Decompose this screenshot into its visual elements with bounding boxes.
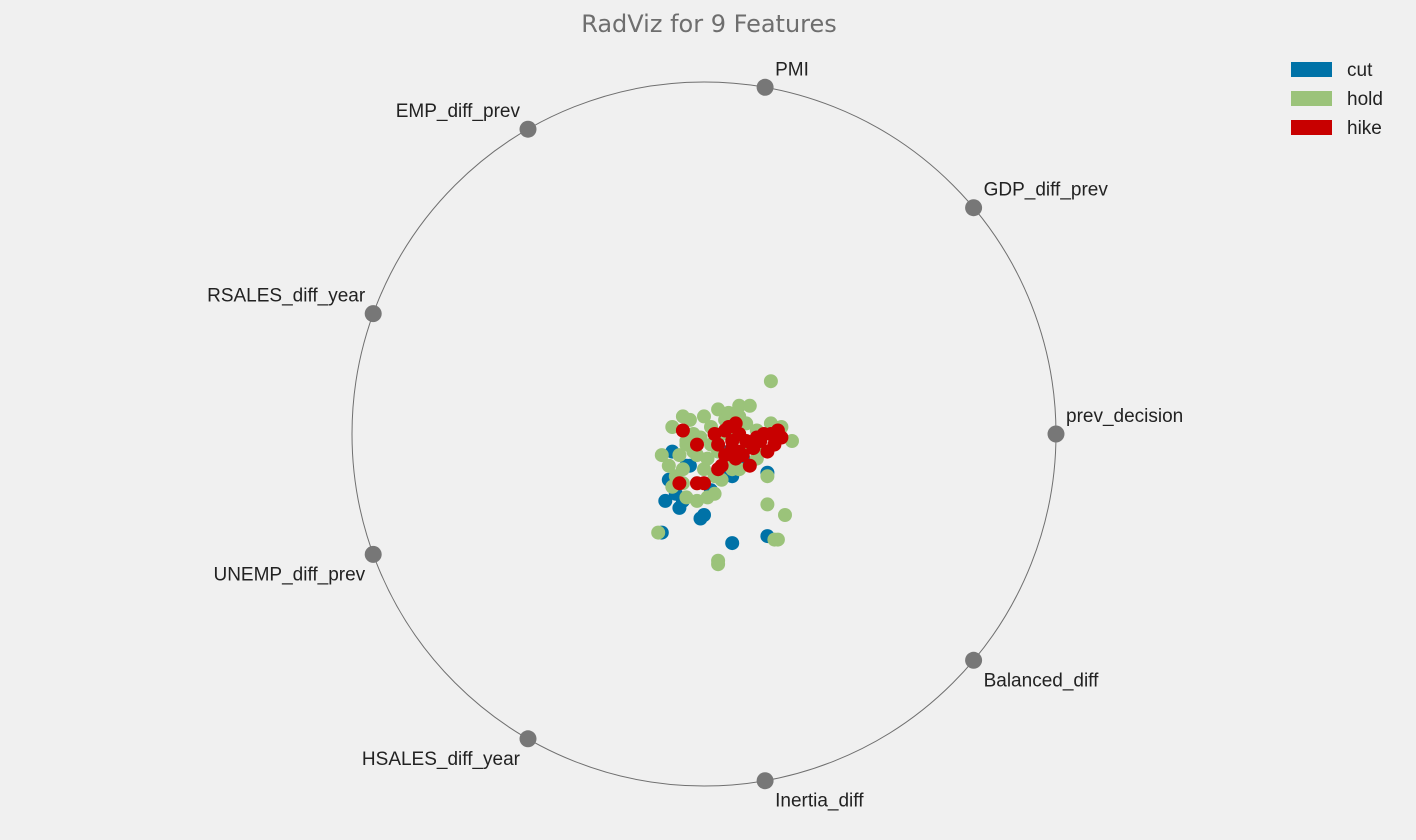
point-hold: [721, 405, 736, 420]
anchor-Inertia_diff: [756, 772, 774, 790]
point-hold: [707, 486, 722, 501]
anchors-layer: prev_decision GDP_diff_prev PMI EMP_diff_pr…: [207, 59, 1183, 811]
point-hold: [675, 462, 690, 477]
anchor-label-prev_decision: prev_decision: [1066, 406, 1183, 427]
legend-label-hike: hike: [1347, 118, 1382, 139]
legend-swatch-hold: [1291, 91, 1332, 106]
point-hold: [778, 508, 792, 522]
point-hike: [760, 444, 775, 459]
point-hold: [760, 497, 775, 512]
point-hike: [728, 416, 743, 431]
anchor-Balanced_diff: [965, 651, 983, 669]
point-hold: [732, 462, 747, 477]
point-cut: [658, 493, 673, 508]
anchor-RSALES_diff_year: [364, 305, 382, 323]
anchor-prev_decision: [1047, 425, 1065, 443]
point-hold: [697, 409, 711, 424]
point-hike: [742, 458, 757, 473]
point-hike: [725, 434, 740, 448]
point-hike: [711, 437, 726, 452]
legend-swatch-hike: [1291, 120, 1332, 135]
point-hike: [697, 476, 711, 491]
anchor-label-EMP_diff_prev: EMP_diff_prev: [396, 101, 521, 122]
point-hike: [718, 423, 733, 438]
point-cut: [725, 536, 740, 551]
point-hike: [711, 462, 726, 477]
anchor-label-GDP_diff_prev: GDP_diff_prev: [984, 180, 1109, 201]
anchor-UNEMP_diff_prev: [364, 545, 382, 563]
anchor-PMI: [756, 78, 774, 96]
legend: cut hold hike: [1291, 60, 1383, 139]
point-hold: [651, 525, 666, 540]
point-hold: [697, 462, 711, 477]
point-hold: [700, 451, 715, 466]
point-cut: [697, 508, 711, 522]
legend-swatch-cut: [1291, 62, 1332, 77]
point-hike: [739, 434, 754, 448]
point-hike: [718, 448, 733, 463]
point-hold: [763, 374, 778, 389]
anchor-label-PMI: PMI: [775, 59, 809, 80]
point-hike: [690, 437, 704, 452]
legend-label-cut: cut: [1347, 60, 1373, 81]
point-hold: [672, 448, 687, 463]
point-hold: [711, 557, 726, 572]
point-hike: [672, 476, 687, 491]
point-hike: [732, 444, 747, 459]
chart-title: RadViz for 9 Features: [581, 10, 837, 38]
anchor-EMP_diff_prev: [519, 120, 537, 138]
point-hold: [785, 434, 799, 448]
point-hold: [742, 398, 757, 413]
point-hold: [732, 398, 747, 413]
anchor-HSALES_diff_year: [519, 730, 537, 748]
point-hike: [756, 427, 771, 441]
anchor-label-Inertia_diff: Inertia_diff: [775, 791, 864, 812]
anchor-label-UNEMP_diff_prev: UNEMP_diff_prev: [213, 564, 365, 585]
legend-label-hold: hold: [1347, 89, 1383, 110]
point-hold: [654, 448, 669, 463]
anchor-label-HSALES_diff_year: HSALES_diff_year: [362, 749, 521, 770]
anchor-label-RSALES_diff_year: RSALES_diff_year: [207, 286, 366, 307]
point-hike: [675, 423, 690, 438]
point-hold: [679, 490, 694, 505]
point-hold: [760, 469, 775, 484]
point-hold: [665, 420, 680, 434]
anchor-label-Balanced_diff: Balanced_diff: [984, 670, 1100, 691]
point-hold: [661, 458, 676, 473]
point-hold: [767, 532, 782, 547]
point-hold: [682, 412, 697, 427]
anchor-GDP_diff_prev: [965, 199, 983, 217]
points-layer: [651, 374, 799, 572]
